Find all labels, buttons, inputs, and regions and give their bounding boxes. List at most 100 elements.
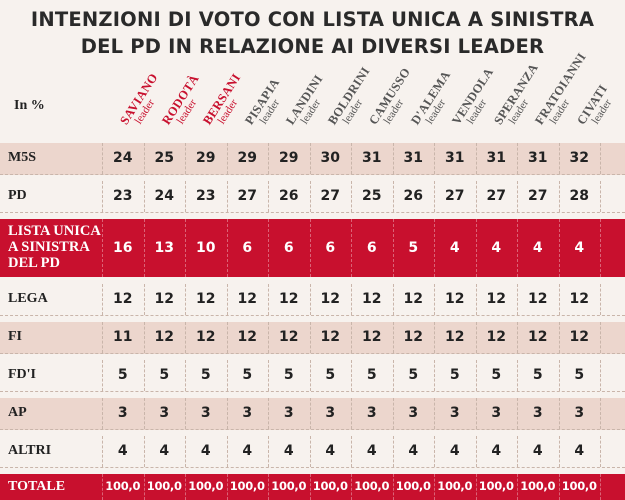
- table-cell: 26: [279, 188, 299, 204]
- column-divider: [351, 436, 352, 467]
- column-divider: [392, 322, 394, 353]
- table-cell: 5: [491, 367, 502, 383]
- column-divider: [309, 284, 311, 315]
- table-cell: 5: [532, 367, 543, 383]
- table-cell: 4: [574, 239, 585, 256]
- table-cell: 4: [532, 443, 543, 459]
- row-label-line: DEL PD: [8, 255, 60, 271]
- table-row: ALTRI 4 4 4 4 4 4 4 4 4 4 4 4: [0, 436, 625, 468]
- unit-label: In %: [14, 98, 45, 113]
- column-divider: [143, 360, 145, 391]
- column-divider: [475, 219, 477, 277]
- table-cell: 3: [117, 405, 128, 421]
- table-cell: 31: [528, 150, 548, 166]
- table-cell: 12: [362, 291, 382, 307]
- table-cell: 24: [113, 150, 133, 166]
- column-divider: [517, 219, 518, 277]
- leader-header: SPERANZA leader: [491, 61, 541, 127]
- column-divider: [517, 143, 518, 174]
- column-divider: [185, 436, 186, 467]
- table-cell: 12: [237, 329, 257, 345]
- table-cell: 4: [200, 443, 211, 459]
- column-divider: [226, 143, 228, 174]
- column-divider: [351, 284, 352, 315]
- table-cell: 25: [362, 188, 382, 204]
- row-label: FI: [8, 329, 22, 344]
- column-divider: [600, 284, 601, 315]
- table-cell: 26: [403, 188, 423, 204]
- table-cell: 10: [196, 239, 216, 256]
- column-divider: [517, 436, 518, 467]
- leader-header-text: SAVIANO leader: [117, 71, 170, 133]
- column-divider: [600, 398, 601, 429]
- table-cell: 27: [528, 188, 548, 204]
- column-divider: [226, 322, 228, 353]
- column-divider: [102, 143, 103, 174]
- table-cell: 5: [325, 367, 336, 383]
- table-cell: 4: [159, 443, 170, 459]
- table-cell: 31: [445, 150, 465, 166]
- table-cell: 6: [366, 239, 377, 256]
- table-cell: 12: [486, 291, 506, 307]
- column-divider: [600, 474, 601, 500]
- column-divider: [143, 219, 145, 277]
- column-divider: [143, 181, 145, 212]
- table-cell: 5: [283, 367, 294, 383]
- table-row: LEGA 12 12 12 12 12 12 12 12 12 12 12 12: [0, 284, 625, 316]
- column-divider: [392, 143, 394, 174]
- table-cell: 4: [242, 443, 253, 459]
- column-divider: [434, 284, 435, 315]
- leader-header-text: RODOTÀ leader: [159, 72, 211, 133]
- table-cell: 5: [449, 367, 460, 383]
- table-cell: 16: [113, 239, 133, 256]
- column-divider: [102, 398, 103, 429]
- table-cell: 5: [200, 367, 211, 383]
- table-cell: 13: [154, 239, 174, 256]
- table-cell: 3: [574, 405, 585, 421]
- row-label: ALTRI: [8, 443, 52, 458]
- table-cell: 31: [362, 150, 382, 166]
- table-cell: 5: [159, 367, 170, 383]
- row-label: M5S: [8, 150, 36, 165]
- table-cell: 3: [159, 405, 170, 421]
- column-divider: [268, 143, 269, 174]
- table-cell: 12: [154, 329, 174, 345]
- column-divider: [185, 360, 186, 391]
- row-label: LEGA: [8, 291, 48, 306]
- row-label-line: A SINISTRA: [8, 239, 90, 255]
- table-cell: 100,0: [395, 478, 431, 493]
- table-row: AP 3 3 3 3 3 3 3 3 3 3 3 3: [0, 398, 625, 430]
- column-divider: [600, 360, 601, 391]
- leader-header: BERSANI leader: [200, 71, 243, 127]
- column-divider: [309, 360, 311, 391]
- table-cell: 4: [532, 239, 543, 256]
- table-cell: 12: [445, 329, 465, 345]
- table-cell: 3: [408, 405, 419, 421]
- column-divider: [392, 436, 394, 467]
- column-divider: [268, 436, 269, 467]
- column-divider: [392, 219, 394, 277]
- table-cell: 100,0: [354, 478, 390, 493]
- table-cell: 32: [569, 150, 589, 166]
- column-divider: [309, 398, 311, 429]
- table-cell: 3: [242, 405, 253, 421]
- table-cell: 12: [569, 291, 589, 307]
- column-divider: [434, 436, 435, 467]
- column-divider: [558, 360, 560, 391]
- column-divider: [434, 181, 435, 212]
- column-divider: [309, 436, 311, 467]
- column-divider: [558, 436, 560, 467]
- leader-header: D'ALEMA leader: [408, 68, 453, 127]
- row-label: FD'I: [8, 367, 36, 382]
- column-divider: [185, 284, 186, 315]
- column-divider: [600, 181, 601, 212]
- table-cell: 4: [283, 443, 294, 459]
- column-divider: [185, 143, 186, 174]
- table-cell: 100,0: [271, 478, 307, 493]
- table-cell: 3: [325, 405, 336, 421]
- table-cell: 12: [528, 329, 548, 345]
- column-divider: [475, 322, 477, 353]
- column-divider: [392, 398, 394, 429]
- table-cell: 5: [242, 367, 253, 383]
- column-divider: [600, 219, 601, 277]
